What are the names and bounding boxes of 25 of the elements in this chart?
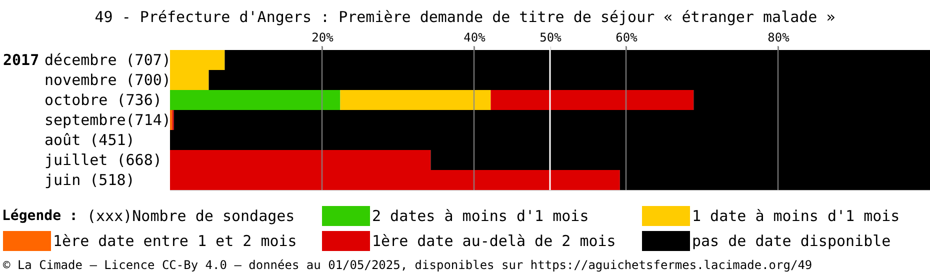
x-tick-label: 60% <box>616 30 638 44</box>
legend-label: pas de date disponible <box>692 232 891 250</box>
y-tick-label: juin (518) <box>44 171 135 189</box>
legend-label: 2 dates à moins d'1 mois <box>372 207 589 225</box>
bar <box>490 90 694 110</box>
bar <box>340 90 491 110</box>
bar <box>170 90 340 110</box>
y-tick-label: septembre(714) <box>44 111 171 129</box>
text: © La Cimade — Licence CC-By 4.0 — données au 01/05/2025, disponibles sur https://aguichetsfermes.lacimade.org/49 <box>3 258 812 272</box>
legend-title: Légende : <box>2 208 78 224</box>
y-tick-label: octobre (736) <box>44 91 162 109</box>
x-tick-label: 20% <box>312 30 334 44</box>
y-tick-label: août (451) <box>44 131 135 149</box>
text: 2017 <box>3 51 40 69</box>
y-tick-label: décembre (707) <box>44 51 171 69</box>
x-tick-label: 80% <box>768 30 790 44</box>
legend-label: 1ère date au-delà de 2 mois <box>372 232 616 250</box>
legend-label: 1ère date entre 1 et 2 mois <box>53 232 297 250</box>
chart-title: 49 - Préfecture d'Angers : Première demande de titre de séjour « étranger malade » <box>94 8 836 26</box>
y-tick-label: juillet (668) <box>44 151 162 169</box>
text: (xxx)Nombre de sondages <box>87 207 295 225</box>
x-tick-label: 40% <box>464 30 486 44</box>
legend-label: 1 date à moins d'1 mois <box>692 207 900 225</box>
y-tick-label: novembre (700) <box>44 71 171 89</box>
x-tick-label: 50% <box>540 30 562 44</box>
